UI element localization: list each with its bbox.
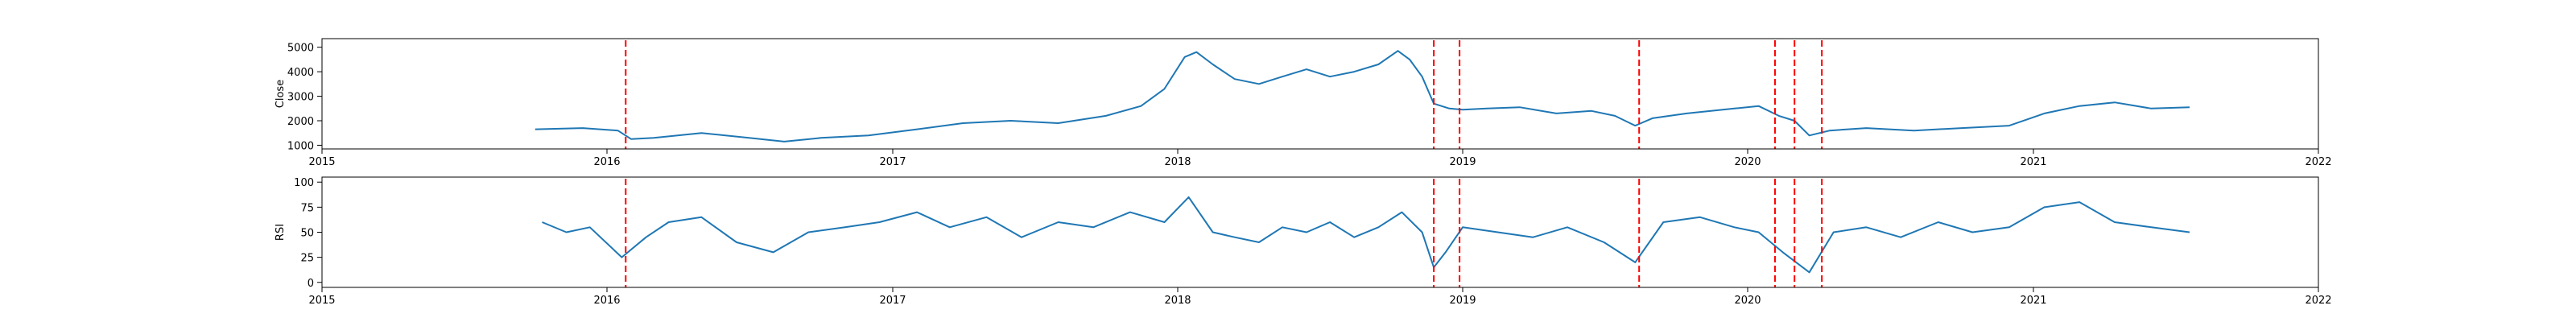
- x-tick-label: 2022: [2305, 156, 2331, 168]
- x-tick-label: 2016: [593, 156, 620, 168]
- x-tick-label: 2017: [879, 295, 906, 307]
- x-tick-label: 2017: [879, 156, 906, 168]
- y-tick-label: 3000: [287, 92, 314, 104]
- y-tick-label: 1000: [287, 140, 314, 152]
- x-tick-label: 2019: [1449, 156, 1476, 168]
- rsi-panel: 2015 2016 2017 2018 2019 2020 2021 2022 0 25 50 75 1…: [275, 176, 2332, 307]
- y-tick-label: 100: [294, 177, 314, 189]
- x-tick-label: 2015: [308, 156, 335, 168]
- x-tick-label: 2020: [1734, 156, 1761, 168]
- y-tick-label: 75: [300, 202, 314, 214]
- y-tick-label: 2000: [287, 116, 314, 128]
- x-tick-label: 2020: [1734, 295, 1761, 307]
- y-tick-label: 5000: [287, 43, 314, 55]
- x-tick-label: 2016: [593, 295, 620, 307]
- x-tick-label: 2019: [1449, 295, 1476, 307]
- series-line-0: [542, 196, 2190, 274]
- x-tick-label: 2018: [1164, 295, 1191, 307]
- x-tick-label: 2022: [2305, 295, 2331, 307]
- series-line-0: [535, 50, 2190, 142]
- y-axis-label: Close: [275, 80, 287, 108]
- x-tick-label: 2015: [308, 295, 335, 307]
- axes-frame: [321, 176, 2319, 288]
- x-tick-label: 2018: [1164, 156, 1191, 168]
- close-panel: 2015 2016 2017 2018 2019 2020 2021 2022 1000 2000…: [275, 38, 2332, 168]
- y-tick-label: 0: [308, 278, 314, 290]
- x-tick-label: 2021: [2020, 156, 2046, 168]
- x-tick-label: 2021: [2020, 295, 2046, 307]
- y-tick-label: 25: [300, 253, 314, 265]
- y-tick-label: 4000: [287, 67, 314, 79]
- y-tick-label: 50: [300, 228, 314, 240]
- y-axis-label: RSI: [275, 224, 287, 241]
- axes-frame: [321, 38, 2319, 150]
